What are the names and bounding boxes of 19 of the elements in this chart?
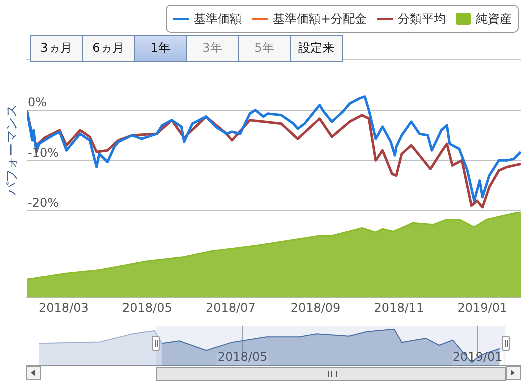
- range-button[interactable]: 1年: [134, 35, 187, 62]
- range-button[interactable]: 設定来: [290, 35, 343, 62]
- y-tick-label: -20%: [28, 196, 60, 210]
- text: 純資産: [476, 12, 512, 26]
- x-tick-label: 2018/05: [218, 350, 268, 364]
- range-button[interactable]: 3ヵ月: [30, 35, 83, 62]
- y-tick-label: -10%: [28, 146, 60, 160]
- x-tick-label: 2018/05: [122, 300, 172, 315]
- range-button[interactable]: 6ヵ月: [82, 35, 135, 62]
- x-tick-label: 2018/07: [206, 300, 256, 315]
- legend-label: 分類平均: [398, 10, 446, 28]
- y-axis-title: パフォーマンス: [4, 104, 21, 196]
- legend-label: 基準価額+分配金: [272, 10, 367, 28]
- x-tick-label: 2019/01: [458, 300, 508, 315]
- legend-label: 基準価額: [194, 10, 242, 28]
- x-tick-label: 2018/11: [374, 300, 424, 315]
- x-tick-label: 2018/03: [39, 300, 89, 315]
- y-tick-label: 0%: [28, 95, 48, 110]
- x-tick-label: 2018/09: [290, 300, 341, 315]
